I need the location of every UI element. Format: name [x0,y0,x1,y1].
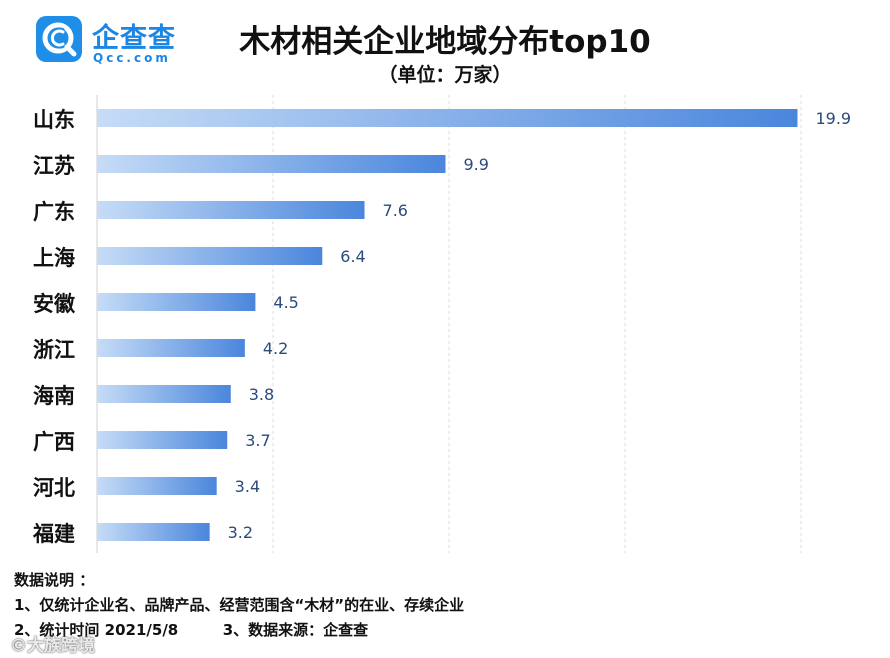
value-label: 3.8 [249,385,274,404]
bar [97,477,217,495]
bar [97,523,210,541]
chart-title: 木材相关企业地域分布top10 [239,24,651,60]
watermark: ©大族跨境 [10,636,95,656]
bar [97,109,798,127]
value-label: 3.7 [245,431,270,450]
category-label: 河北 [33,476,75,500]
bar [97,385,231,403]
value-label: 3.2 [228,523,253,542]
value-label: 6.4 [340,247,365,266]
value-label: 7.6 [383,201,408,220]
category-label: 上海 [33,246,75,270]
value-label: 9.9 [463,155,488,174]
notes-line-1: 1、仅统计企业名、品牌产品、经营范围含“木材”的在业、存续企业 [14,596,465,614]
bar [97,293,256,311]
chart-subtitle: （单位：万家） [378,64,512,86]
bar [97,201,365,219]
data-notes: 数据说明 ： 1、仅统计企业名、品牌产品、经营范围含“木材”的在业、存续企业 2… [14,568,464,643]
category-label: 广东 [33,200,75,224]
bar [97,431,228,449]
qcc-logo: 企查查 Qcc.com [36,16,206,68]
value-label: 19.9 [815,109,851,128]
notes-time: 2、统计时间 2021/5/8 [14,621,179,639]
category-label: 海南 [33,384,75,408]
bar [97,339,245,357]
value-label: 4.5 [273,293,298,312]
category-label: 广西 [33,430,75,454]
value-label: 4.2 [263,339,288,358]
category-label: 山东 [33,108,75,132]
logo-domain: Qcc.com [93,51,171,65]
bar [97,247,323,265]
value-label: 3.4 [235,477,260,496]
bar-chart: 山东 19.9 江苏 9.9 广东 7.6 上海 6.4 安徽 4.5 浙江 4.2 海南 3.8 广西 3.… [32,95,851,553]
category-label: 江苏 [33,154,75,178]
notes-source: 3、数据来源：企查查 [222,621,369,639]
category-label: 浙江 [33,338,75,362]
category-label: 安徽 [33,292,76,316]
category-label: 福建 [32,522,75,546]
logo-name: 企查查 [92,23,176,54]
qcc-logo-icon [36,16,82,62]
notes-line-2: 2、统计时间 2021/5/8 3、数据来源：企查查 [14,618,464,643]
notes-heading: 数据说明 ： [14,571,95,589]
bar [97,155,446,173]
